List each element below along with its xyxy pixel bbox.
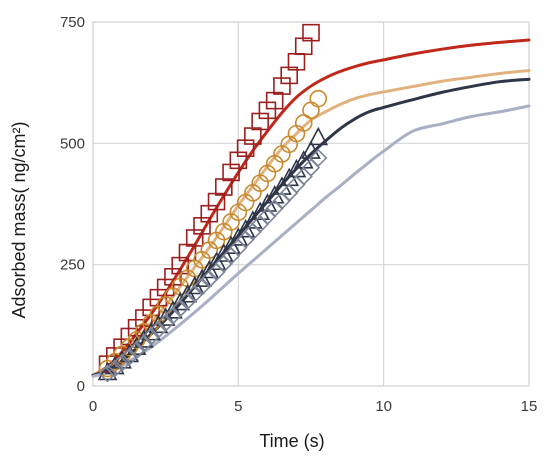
plot-area	[91, 23, 531, 383]
data-point-circle	[302, 101, 320, 120]
data-point-diamond	[149, 320, 168, 339]
data-point-diamond	[120, 347, 139, 367]
data-point-diamond	[192, 277, 212, 296]
plot-frame	[92, 21, 530, 387]
data-point-diamond	[178, 291, 197, 311]
x-tick-label: 5	[234, 398, 242, 415]
data-point-diamond	[142, 327, 161, 346]
x-tick-label: 0	[89, 398, 97, 415]
data-point-diamond	[171, 299, 190, 318]
data-point-diamond	[200, 270, 219, 289]
data-point-triangle	[97, 361, 118, 381]
grid	[92, 21, 530, 387]
data-point-diamond	[163, 306, 183, 325]
data-point-diamond	[309, 148, 328, 168]
data-point-diamond	[134, 334, 153, 353]
y-tick-label: 0	[77, 378, 85, 395]
data-point-diamond	[98, 364, 117, 383]
y-tick-label: 750	[60, 14, 85, 31]
x-tick-label: 10	[375, 398, 392, 415]
data-point-diamond	[156, 313, 175, 333]
y-axis-label: Adsorbed mass( ng/cm²)	[9, 121, 29, 318]
x-tick-label: 15	[521, 398, 538, 415]
data-point-diamond	[127, 340, 146, 360]
y-tick-label: 500	[60, 135, 85, 152]
data-point-triangle	[308, 126, 329, 146]
data-point-square	[302, 23, 320, 42]
y-tick-label: 250	[60, 257, 85, 274]
data-point-diamond	[185, 284, 204, 303]
x-axis-label: Time (s)	[259, 431, 324, 451]
tick-labels: 0 5 10 15 0 250 500 750	[60, 14, 537, 415]
data-point-diamond	[105, 359, 124, 378]
series-line-2	[91, 69, 531, 377]
data-point-circle	[309, 89, 328, 108]
data-point-diamond	[112, 353, 132, 372]
